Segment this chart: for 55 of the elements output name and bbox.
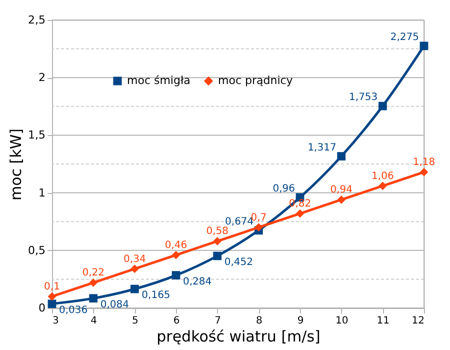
x-tick-label: 6 — [173, 316, 180, 326]
data-label: 0,46 — [164, 240, 188, 252]
data-label: 2,275 — [390, 32, 419, 43]
x-tick-label: 5 — [132, 316, 138, 326]
legend-label: moc prądnicy — [218, 74, 294, 87]
data-label: 1,753 — [349, 92, 378, 104]
point — [130, 264, 139, 274]
data-label: 0,58 — [206, 226, 228, 238]
legend-label: moc śmigła — [127, 74, 190, 87]
data-label: 0,34 — [124, 254, 146, 265]
point — [254, 223, 263, 232]
point — [213, 252, 222, 260]
x-tick-label: 12 — [412, 316, 424, 326]
x-tick-label: 8 — [256, 316, 262, 326]
point — [172, 271, 180, 280]
data-label: 0,165 — [142, 290, 170, 301]
y-tick-label: 2,5 — [28, 14, 46, 26]
data-label: 1,18 — [412, 157, 436, 168]
y-axis-title: moc [kW] — [7, 128, 26, 201]
data-label: 0,22 — [82, 268, 104, 279]
data-label: 0,96 — [272, 183, 295, 194]
point — [420, 42, 428, 50]
data-label: 0,084 — [100, 299, 129, 310]
x-tick-label: 9 — [297, 316, 304, 326]
point — [89, 278, 98, 287]
point — [296, 209, 304, 218]
x-tick-label: 3 — [52, 316, 59, 326]
x-tick-label: 7 — [214, 316, 222, 326]
point — [420, 168, 428, 176]
point — [130, 284, 139, 294]
x-tick-label: 11 — [376, 316, 390, 326]
x-axis-title: prędkość wiatru [m/s] — [156, 328, 320, 346]
point — [213, 237, 222, 246]
y-tick-label: 1,5 — [28, 128, 46, 142]
data-label: 0,1 — [44, 281, 60, 292]
data-label: 0,036 — [59, 304, 88, 316]
point — [378, 102, 387, 110]
data-label: 0,284 — [183, 276, 212, 288]
data-label: 0,674 — [225, 216, 254, 228]
y-tick-label: 1 — [38, 186, 46, 200]
x-tick-label: 10 — [335, 316, 348, 326]
y-tick-label: 0 — [38, 302, 46, 314]
point — [172, 250, 180, 260]
point — [378, 182, 387, 190]
point — [89, 294, 98, 303]
data-label: 1,06 — [372, 170, 394, 182]
point — [48, 292, 56, 301]
data-label: 1,317 — [308, 142, 336, 154]
point — [337, 152, 346, 160]
data-label: 0,452 — [224, 256, 253, 268]
y-tick-label: 0,5 — [28, 244, 46, 257]
point — [337, 196, 346, 204]
x-tick-label: 4 — [90, 316, 98, 326]
y-tick-label: 2 — [38, 71, 46, 84]
data-label: 0,94 — [330, 184, 352, 196]
